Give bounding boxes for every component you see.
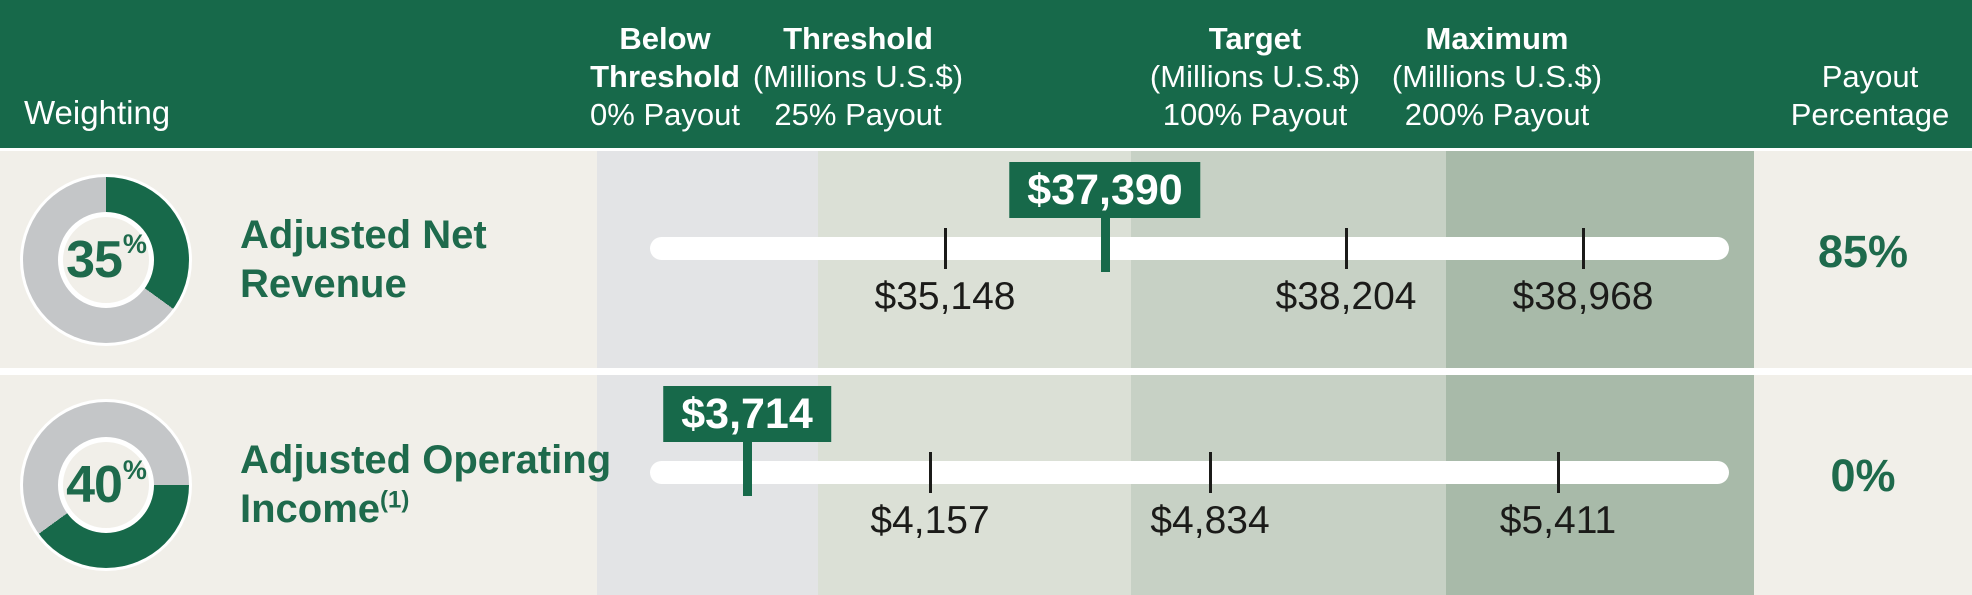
actual-value-badge: $3,714 [663,386,831,442]
threshold-value: $35,148 [874,275,1016,318]
metric-footnote: (1) [380,486,410,514]
threshold-tick [929,452,932,493]
header-col-title: Threshold [783,21,933,56]
metric-line1: Adjusted Operating [240,438,612,482]
donut-ring: 40% [23,402,189,568]
header-col-payout-line: 100% Payout [1162,97,1348,132]
payout-percentage-value: 85% [1817,226,1909,277]
payout-cell [1754,375,1972,595]
header-payout-line1: Payout [1821,59,1919,94]
threshold-band [818,375,1131,595]
weighting-percent-sign: % [122,454,147,485]
threshold-value: $4,157 [870,499,990,542]
metric-name: Adjusted Operating Income(1) [240,436,611,534]
target-band [1131,375,1446,595]
header-col-maximum: Maximum (Millions U.S.$) 200% Payout [1392,20,1602,134]
actual-marker-stem [1101,215,1110,272]
metric-row-adjusted-operating-income: 40% Adjusted Operating Income(1) $4,157 … [0,375,1972,595]
header-col-subtitle: (Millions U.S.$) [1149,59,1361,94]
donut-ring: 35% [23,176,189,343]
actual-marker-stem [743,439,752,496]
maximum-tick [1582,228,1585,269]
target-tick [1345,228,1348,269]
performance-scale-track [650,461,1729,484]
header-col-title: Target [1208,21,1302,56]
target-value: $4,834 [1150,499,1270,542]
weighting-value: 40 [66,456,123,514]
maximum-value: $38,968 [1512,275,1654,318]
header-col-payout-line: 200% Payout [1404,97,1590,132]
header-col-target: Target (Millions U.S.$) 100% Payout [1150,20,1360,134]
maximum-value: $5,411 [1499,499,1617,542]
weighting-percent-sign: % [122,229,147,259]
performance-scale-track [650,237,1729,260]
header-col-threshold: Threshold (Millions U.S.$) 25% Payout [753,20,963,134]
metric-row-adjusted-net-revenue: 35% Adjusted Net Revenue $35,148 $38,204… [0,151,1972,368]
header-col-title: Maximum [1425,21,1569,56]
maximum-band [1446,375,1754,595]
metric-line2: Income [240,487,381,531]
metric-line1: Adjusted Net [240,212,487,257]
weighting-header-label: Weighting [24,94,171,131]
header-col-subtitle: (Millions U.S.$) [1391,59,1603,94]
header-col-payout-line: 0% Payout [590,97,740,132]
payout-percentage-value: 0% [1830,450,1896,501]
header-payout-line2: Percentage [1790,97,1950,132]
metric-name: Adjusted Net Revenue [240,211,487,309]
donut-hole: 35% [58,211,154,308]
threshold-tick [944,228,947,269]
header-col-title: Below Threshold [590,21,740,94]
header-col-below-threshold: Below Threshold 0% Payout [590,20,740,134]
actual-value-badge: $37,390 [1009,162,1201,218]
payout-cell [1754,151,1972,368]
weighting-donut-chart: 40% [20,399,192,571]
weighting-donut-chart: 35% [20,173,192,346]
table-header: Weighting Below Threshold 0% Payout Thre… [0,0,1972,148]
weighting-value: 35 [66,230,123,289]
maximum-tick [1557,452,1560,493]
target-value: $38,204 [1275,275,1417,318]
header-col-payout-percentage: Payout Percentage [1791,58,1950,134]
metric-line2: Revenue [240,261,407,306]
target-tick [1209,452,1212,493]
donut-hole: 40% [58,437,154,533]
header-col-subtitle: (Millions U.S.$) [752,59,964,94]
header-col-payout-line: 25% Payout [774,97,942,132]
